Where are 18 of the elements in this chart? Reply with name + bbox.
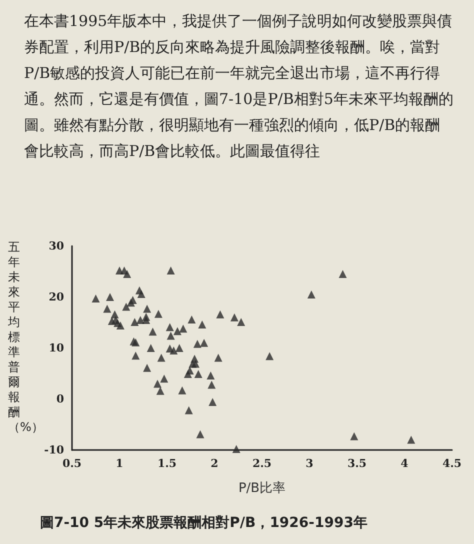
x-tick-label: 2 — [210, 457, 218, 470]
x-axis-title: P/B比率 — [238, 480, 286, 496]
x-tick-label: 0.5 — [62, 457, 82, 470]
y-tick-label: 10 — [48, 342, 64, 354]
x-tick-label: 2.5 — [252, 457, 272, 470]
x-tick-label: 4.5 — [442, 457, 462, 470]
x-tick-label: 1.5 — [157, 457, 177, 470]
y-tick-label: -10 — [44, 444, 64, 456]
text: 在本書1995年版本中，我提供了一個例子說明如何改變股票與債券配置，利用P/B的反向來略為提升風險調整後報酬。唉，當對P/B敏感的投資人可能已在前一年就完全退出市場，這不再行得通。然而，它還是有價值，圖7-10是P/B相對5年未來平均報酬的圖。雖然有點分散，很明顯地有一種強烈的傾向，低P/B的報酬會比較高，而高P/B會比較低。此圖最值得往 — [24, 11, 454, 162]
y-tick-label: 20 — [48, 290, 64, 304]
x-tick-label: 1 — [116, 457, 124, 470]
text: 五年未來平均標準普爾報酬（%） — [8, 240, 44, 434]
x-tick-label: 3 — [306, 457, 314, 470]
y-tick-label: 0 — [56, 392, 64, 406]
text: 圖7-10 5年未來股票報酬相對P/B，1926-1993年 — [40, 514, 368, 532]
x-tick-label: 3.5 — [347, 457, 367, 470]
y-tick-label: 30 — [48, 240, 64, 252]
x-tick-label: 4 — [400, 457, 409, 470]
